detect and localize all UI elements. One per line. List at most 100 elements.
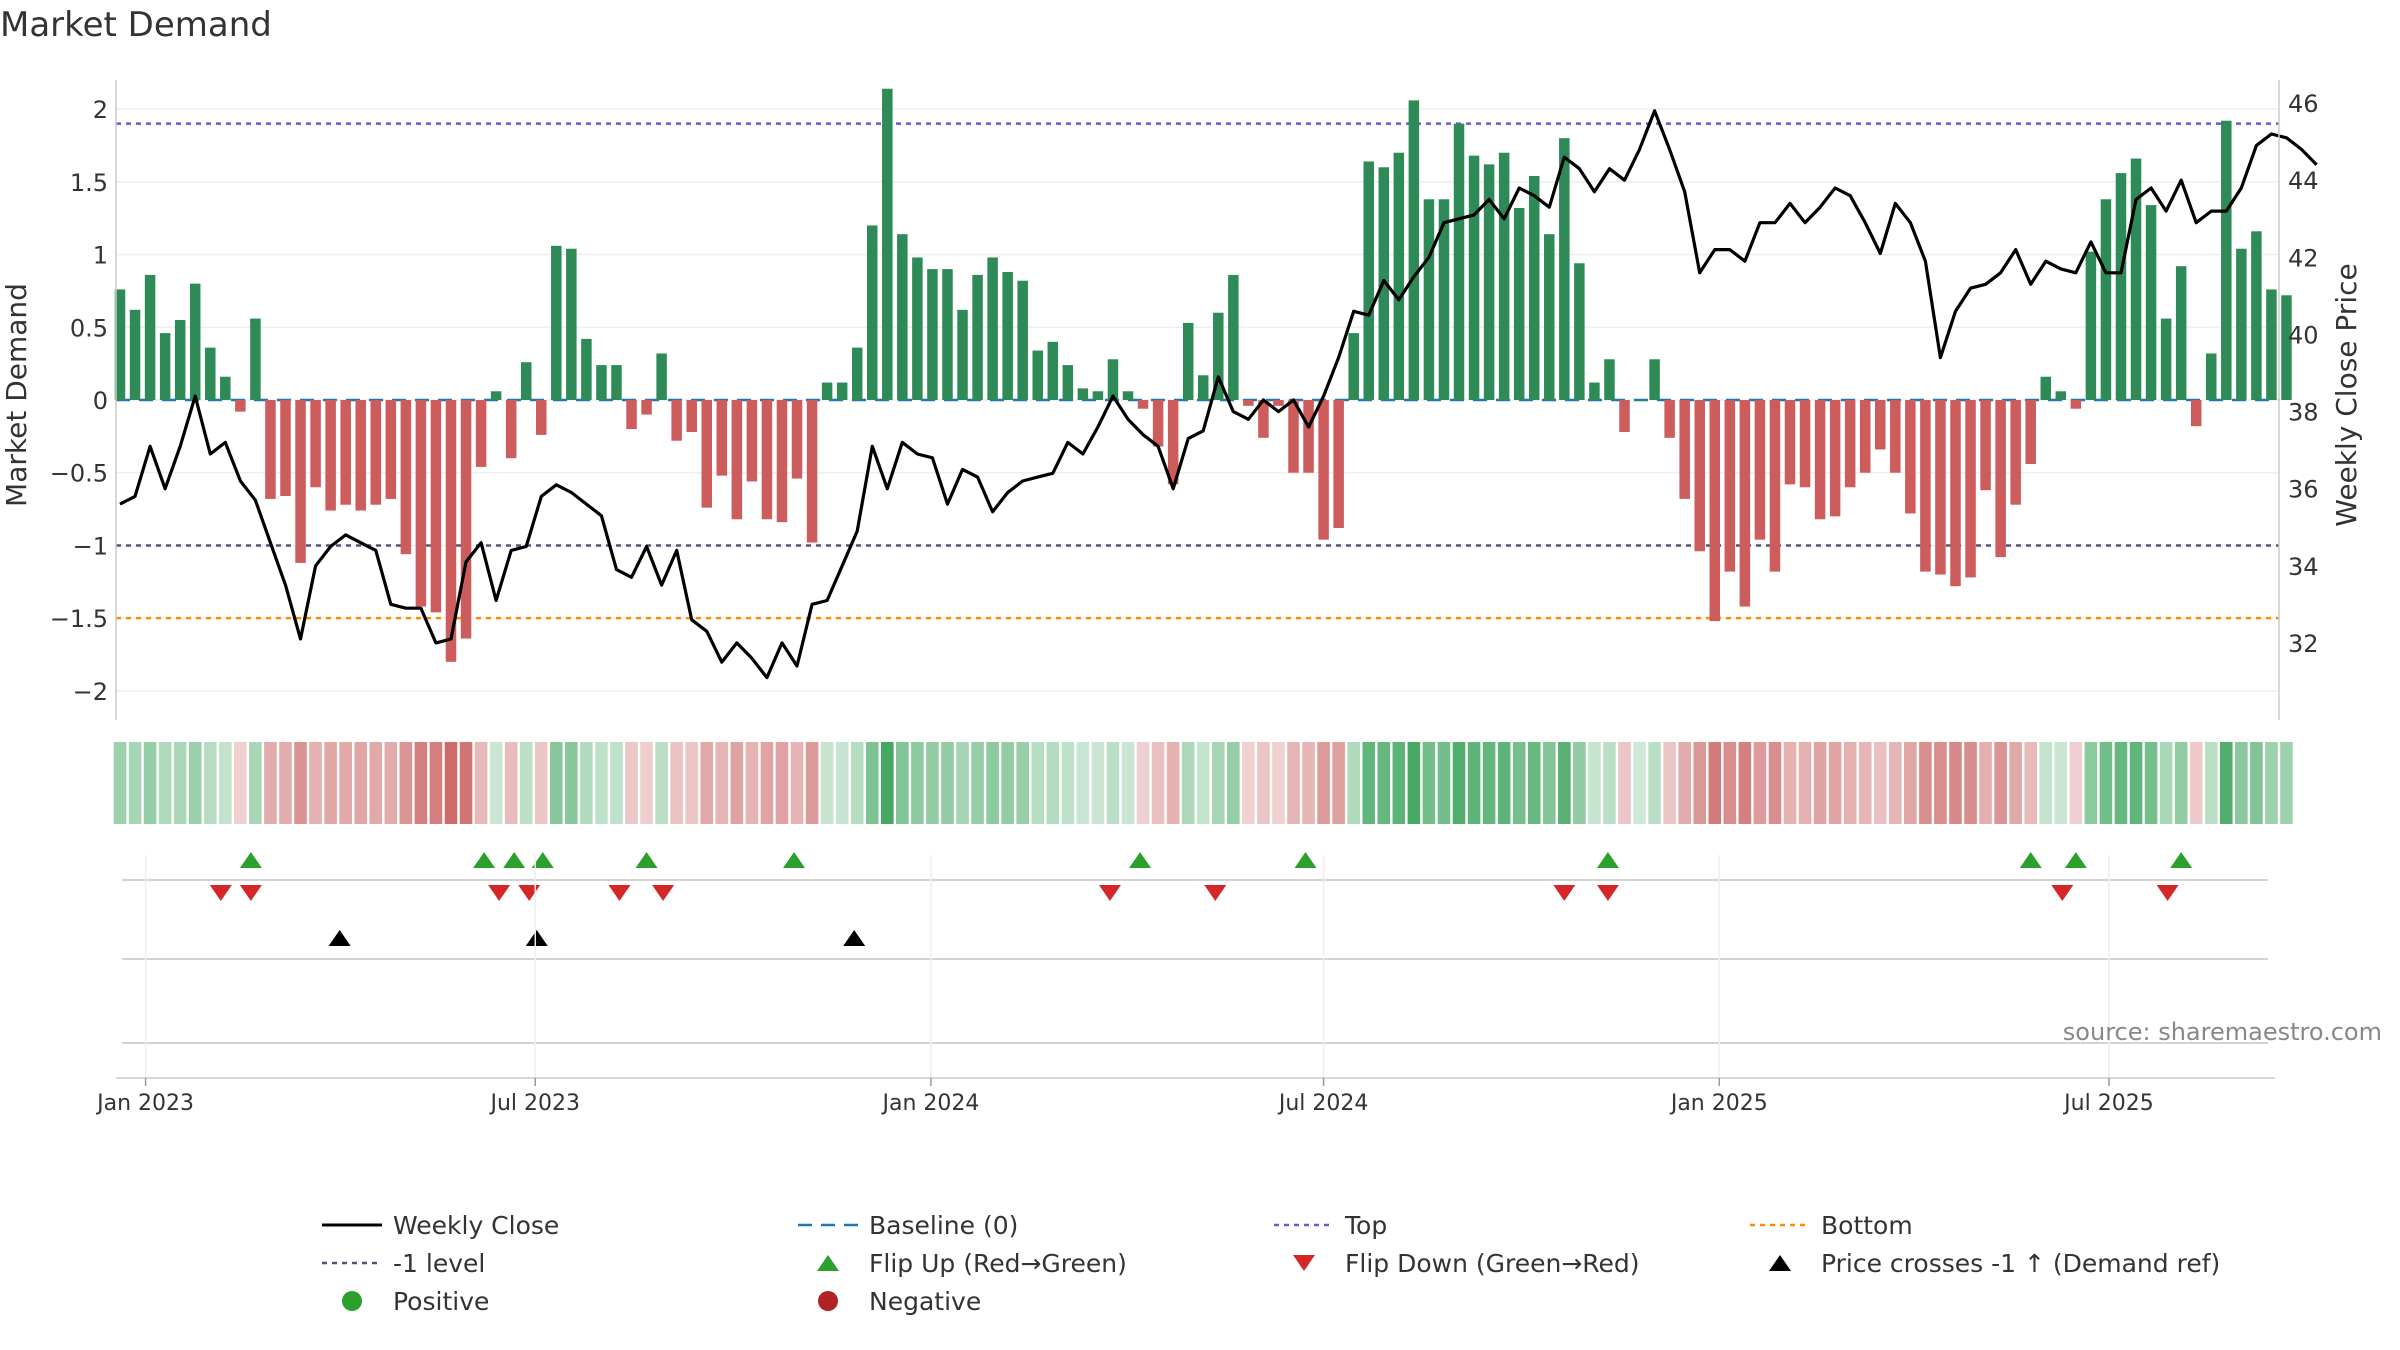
- flip-down-marker: [1596, 885, 1619, 901]
- heat-cell: [715, 742, 729, 824]
- positive-bar: [611, 365, 622, 400]
- legend-label: Flip Up (Red→Green): [869, 1249, 1127, 1278]
- heat-cell: [911, 742, 924, 824]
- positive-bar: [1559, 138, 1570, 400]
- flip-down-marker: [209, 885, 232, 901]
- flip-up-marker: [783, 852, 806, 868]
- heat-cell: [1151, 742, 1165, 824]
- negative-bar: [2025, 400, 2036, 464]
- left-tick-label: 0: [93, 387, 108, 415]
- heat-cell: [625, 742, 638, 824]
- negative-bar: [475, 400, 487, 467]
- positive-bar: [1453, 123, 1465, 401]
- negative-bar: [370, 400, 382, 505]
- right-axis-label: Weekly Close Price: [2330, 263, 2363, 526]
- negative-bar: [385, 400, 397, 499]
- left-tick-label: 1: [93, 242, 108, 270]
- heat-cell: [926, 742, 939, 824]
- positive-bar: [581, 338, 592, 400]
- heat-cell: [1678, 742, 1691, 824]
- positive-bar: [220, 376, 231, 400]
- positive-bar: [1213, 312, 1224, 400]
- heat-cell: [1347, 742, 1360, 824]
- heat-cell: [1573, 742, 1586, 824]
- heat-cell: [1527, 742, 1541, 824]
- left-axis: 2 1.5 1 0.5 0 −0.5 −1 −1.5 −2: [50, 80, 117, 720]
- left-tick-label: 1.5: [70, 169, 108, 197]
- heat-cell: [2054, 742, 2068, 824]
- positive-bar: [851, 347, 863, 400]
- flip-down-marker: [1553, 885, 1576, 901]
- heat-cell: [595, 742, 608, 824]
- heat-cell: [1136, 742, 1150, 824]
- flip-down-marker: [2156, 885, 2179, 901]
- positive-bar: [1017, 280, 1028, 400]
- flip-down-marker: [1204, 885, 1227, 901]
- flip-down-marker: [488, 885, 511, 901]
- positive-bar: [1408, 100, 1420, 400]
- heat-cell: [565, 742, 578, 824]
- positive-bar: [1122, 391, 1134, 400]
- negative-bar: [686, 400, 697, 432]
- positive-bar: [1634, 400, 1645, 401]
- positive-bar: [159, 333, 171, 400]
- heat-cell: [1362, 742, 1376, 824]
- negative-bar: [776, 400, 788, 523]
- price-cross-track: [122, 930, 2268, 960]
- heat-cell: [971, 742, 984, 824]
- right-tick-label: 40: [2288, 321, 2319, 349]
- flip-down-marker: [608, 885, 631, 901]
- heat-cell: [2084, 742, 2098, 824]
- positive-bar: [972, 274, 983, 400]
- negative-bar: [1167, 400, 1179, 485]
- legend: Weekly Close Baseline (0) Top Bottom -1 leve…: [322, 1211, 2220, 1316]
- negative-bar: [2190, 400, 2202, 427]
- negative-bar: [310, 400, 321, 488]
- legend-label: Positive: [393, 1287, 489, 1316]
- legend-label: Bottom: [1821, 1211, 1913, 1240]
- positive-bar: [2160, 318, 2172, 400]
- heat-cell: [2280, 742, 2293, 824]
- heat-cell: [1227, 742, 1240, 824]
- demand-bars: [114, 88, 2292, 662]
- heat-cell: [2265, 742, 2278, 824]
- positive-bar: [2055, 391, 2067, 400]
- right-tick-label: 46: [2288, 90, 2319, 118]
- heat-cell: [249, 742, 262, 824]
- price-cross-marker: [525, 930, 548, 946]
- positive-bar: [1107, 359, 1119, 400]
- legend-item-negative: Negative: [818, 1287, 981, 1316]
- positive-bar: [1032, 350, 1043, 400]
- negative-bar: [1799, 400, 1811, 488]
- positive-bar: [566, 248, 577, 400]
- positive-bar: [2100, 199, 2112, 400]
- right-tick-label: 36: [2288, 476, 2319, 504]
- flip-down-marker: [2051, 885, 2074, 901]
- heat-cell: [986, 742, 999, 824]
- negative-bar: [1905, 400, 1916, 514]
- heat-cell: [369, 742, 383, 824]
- positive-bar: [2281, 295, 2292, 400]
- heat-cell: [1693, 742, 1707, 824]
- heat-cell: [1889, 742, 1902, 824]
- negative-bar: [460, 400, 472, 639]
- positive-bar: [1649, 359, 1660, 400]
- negative-bar: [1814, 400, 1826, 520]
- positive-bar: [957, 309, 968, 400]
- positive-bar: [2145, 205, 2157, 400]
- legend-item-flip-down: Flip Down (Green→Red): [1293, 1249, 1640, 1278]
- x-tick-label: Jul 2023: [488, 1091, 580, 1116]
- heat-cell: [2144, 742, 2158, 824]
- heat-cell: [2204, 742, 2218, 824]
- legend-item-positive: Positive: [342, 1287, 489, 1316]
- positive-bar: [1348, 333, 1359, 400]
- negative-bar: [1739, 400, 1751, 607]
- heat-cell: [203, 742, 217, 824]
- legend-label: -1 level: [393, 1249, 485, 1278]
- heat-cell: [1919, 742, 1932, 824]
- negative-bar: [746, 400, 758, 482]
- positive-bar: [1047, 341, 1059, 400]
- heat-cell: [1437, 742, 1451, 824]
- weekly-close-line: [119, 109, 2318, 680]
